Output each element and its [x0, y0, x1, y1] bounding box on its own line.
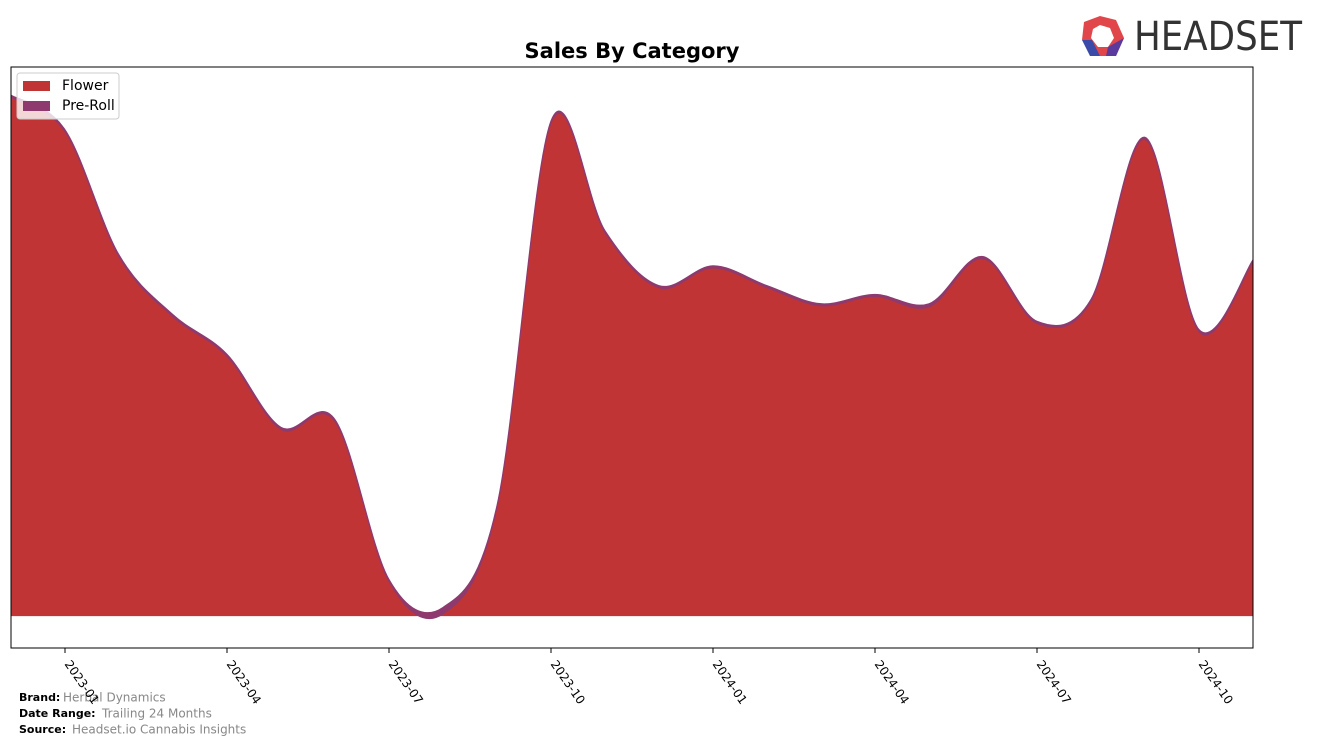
- x-tick-label: 2024-10: [1196, 658, 1236, 707]
- chart-title: Sales By Category: [525, 39, 740, 63]
- logo: HEADSET: [1082, 14, 1302, 60]
- x-tick-label: 2023-07: [386, 658, 426, 707]
- x-tick-label: 2024-07: [1034, 658, 1074, 707]
- plot-area: [11, 94, 1253, 620]
- x-tick-label: 2023-04: [224, 658, 264, 707]
- logo-facet: [1082, 40, 1100, 56]
- area: [11, 97, 1253, 619]
- footer-value: Headset.io Cannabis Insights: [72, 723, 246, 737]
- legend-label: Pre-Roll: [62, 98, 115, 114]
- legend-swatch: [23, 81, 50, 91]
- footer-label: Brand:: [19, 691, 60, 704]
- plot-frame: [10, 66, 1254, 649]
- footer-value: Herbal Dynamics: [63, 691, 166, 705]
- x-tick-label: 2024-01: [710, 658, 750, 707]
- logo-facet: [1106, 38, 1124, 56]
- x-tick-label: 2024-04: [872, 658, 912, 707]
- footer-label: Source:: [19, 723, 66, 736]
- logo-text: HEADSET: [1134, 14, 1302, 60]
- area: [11, 94, 1253, 620]
- legend-swatch: [23, 101, 50, 111]
- legend: Flower Pre-Roll: [16, 72, 120, 120]
- legend-label: Flower: [62, 78, 109, 94]
- footer-value: Trailing 24 Months: [101, 707, 212, 721]
- logo-hole: [1091, 25, 1114, 47]
- footer-label: Date Range:: [19, 707, 96, 720]
- x-tick-label: 2023-10: [548, 658, 588, 707]
